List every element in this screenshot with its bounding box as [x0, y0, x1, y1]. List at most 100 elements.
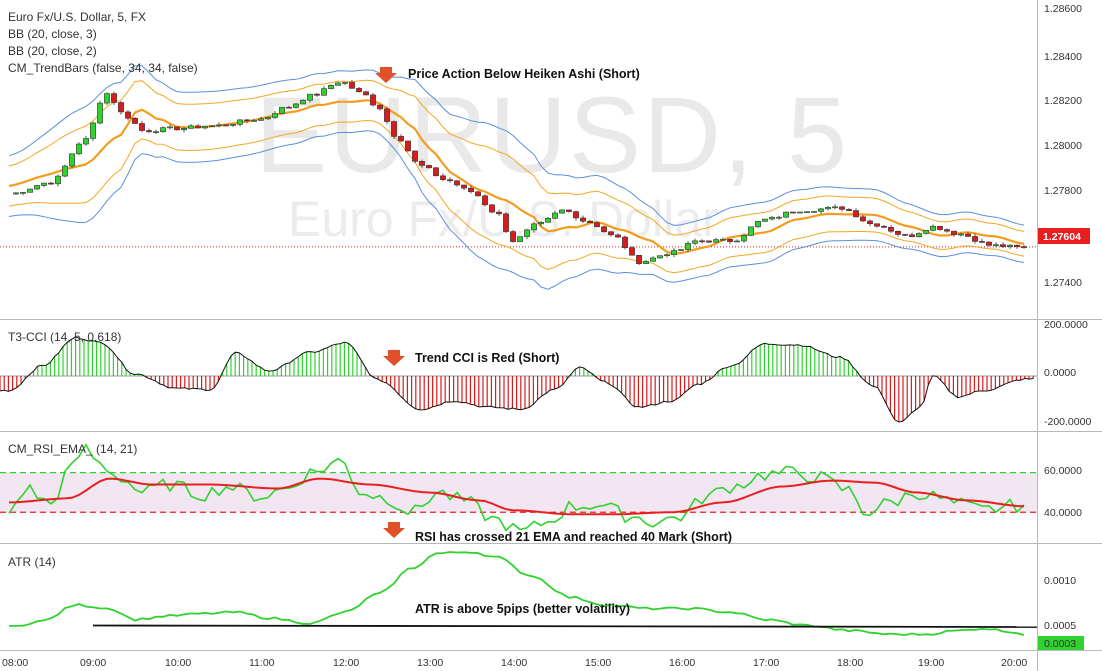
- rsi-lines: [8, 443, 1025, 532]
- bb2-upper-line: [8, 79, 1025, 236]
- time-tick-label: 14:00: [501, 657, 527, 669]
- candle: [643, 260, 649, 264]
- candle: [419, 159, 425, 169]
- time-tick-label: 09:00: [80, 657, 106, 669]
- cci-axis-label: -200.0000: [1044, 416, 1091, 428]
- candle: [489, 204, 495, 214]
- candle: [587, 219, 593, 223]
- indicator-bb3-label[interactable]: BB (20, close, 3): [8, 27, 97, 41]
- candle: [321, 86, 327, 96]
- candles: [13, 80, 1027, 266]
- atr-5pip-reference-line: [92, 624, 1038, 628]
- candle: [1000, 242, 1006, 248]
- candle: [195, 123, 201, 129]
- candle: [55, 174, 61, 187]
- candle: [958, 232, 964, 237]
- rsi-band-fill: [0, 472, 1037, 513]
- candle: [132, 117, 138, 124]
- candle: [566, 209, 572, 213]
- candle: [965, 231, 971, 237]
- candle: [510, 229, 516, 243]
- candle: [27, 188, 33, 193]
- cci-title[interactable]: T3-CCI (14, 5, 0.618): [8, 330, 121, 344]
- candle: [377, 104, 383, 111]
- candle: [601, 225, 607, 233]
- candle: [776, 215, 782, 220]
- atr-axis-label: 0.0005: [1044, 620, 1076, 632]
- price-annotation: Price Action Below Heiken Ashi (Short): [408, 67, 640, 81]
- candle: [454, 180, 460, 187]
- candle: [496, 209, 502, 216]
- time-tick-label: 10:00: [165, 657, 191, 669]
- indicator-trendbars-label[interactable]: CM_TrendBars (false, 34, 34, false): [8, 61, 198, 75]
- candle: [412, 150, 418, 164]
- candle: [755, 220, 761, 228]
- indicator-bb2-label[interactable]: BB (20, close, 2): [8, 44, 97, 58]
- candle: [251, 118, 257, 122]
- candle: [468, 185, 474, 194]
- candle: [76, 142, 82, 156]
- candle: [146, 128, 152, 133]
- time-tick-label: 08:00: [2, 657, 28, 669]
- candle: [328, 84, 334, 90]
- candle: [258, 116, 264, 121]
- candle: [279, 106, 285, 114]
- atr-last-text: 0.0003: [1044, 638, 1076, 650]
- atr-annotation: ATR is above 5pips (better volatility): [415, 602, 630, 616]
- candle: [160, 126, 166, 133]
- atr-line-path: [8, 551, 1025, 637]
- candle: [608, 231, 614, 237]
- candle: [594, 221, 600, 228]
- price-axis-label: 1.27800: [1044, 185, 1082, 197]
- candle: [398, 134, 404, 143]
- arrow-down-icon: [375, 67, 397, 83]
- t3-cci-histogram: [0, 336, 1034, 423]
- arrow-down-icon: [383, 522, 405, 538]
- candle: [972, 233, 978, 244]
- candle: [846, 208, 852, 212]
- candle: [531, 221, 537, 233]
- candle: [517, 236, 523, 243]
- candle: [678, 249, 684, 251]
- candle: [804, 211, 810, 213]
- candle: [671, 247, 677, 258]
- candle: [307, 93, 313, 103]
- bb3-upper-line: [8, 65, 1025, 226]
- atr-line: [8, 551, 1025, 637]
- candle: [734, 239, 740, 243]
- candle: [34, 184, 40, 190]
- arrow-down-icon: [383, 350, 405, 366]
- time-axis[interactable]: 08:00 09:00 10:00 11:00 12:00 13:00 14:0…: [2, 657, 1027, 669]
- cci-axis-label: 200.0000: [1044, 319, 1088, 331]
- candle: [62, 164, 68, 178]
- bb2-lower-line: [8, 119, 1025, 274]
- price-axis-label: 1.28600: [1044, 3, 1082, 15]
- candle: [426, 164, 432, 169]
- atr-title[interactable]: ATR (14): [8, 555, 56, 569]
- candle: [951, 230, 957, 237]
- candle: [342, 82, 348, 85]
- candle: [209, 124, 215, 128]
- price-axis-label: 1.28200: [1044, 95, 1082, 107]
- candle: [748, 226, 754, 237]
- candle: [293, 102, 299, 109]
- time-tick-label: 17:00: [753, 657, 779, 669]
- candle: [503, 212, 509, 234]
- candle: [916, 232, 922, 238]
- candle: [363, 90, 369, 96]
- candle: [370, 92, 376, 107]
- candle: [580, 215, 586, 223]
- candle: [90, 121, 96, 142]
- candle: [636, 254, 642, 266]
- candle: [20, 192, 26, 196]
- candle: [664, 253, 670, 258]
- candle: [650, 256, 656, 262]
- candle: [118, 100, 124, 115]
- candle: [433, 166, 439, 177]
- candle: [111, 91, 117, 106]
- candle: [1007, 244, 1013, 249]
- rsi-title[interactable]: CM_RSI_EMA_ (14, 21): [8, 442, 137, 456]
- candle: [41, 182, 47, 188]
- candle: [874, 223, 880, 228]
